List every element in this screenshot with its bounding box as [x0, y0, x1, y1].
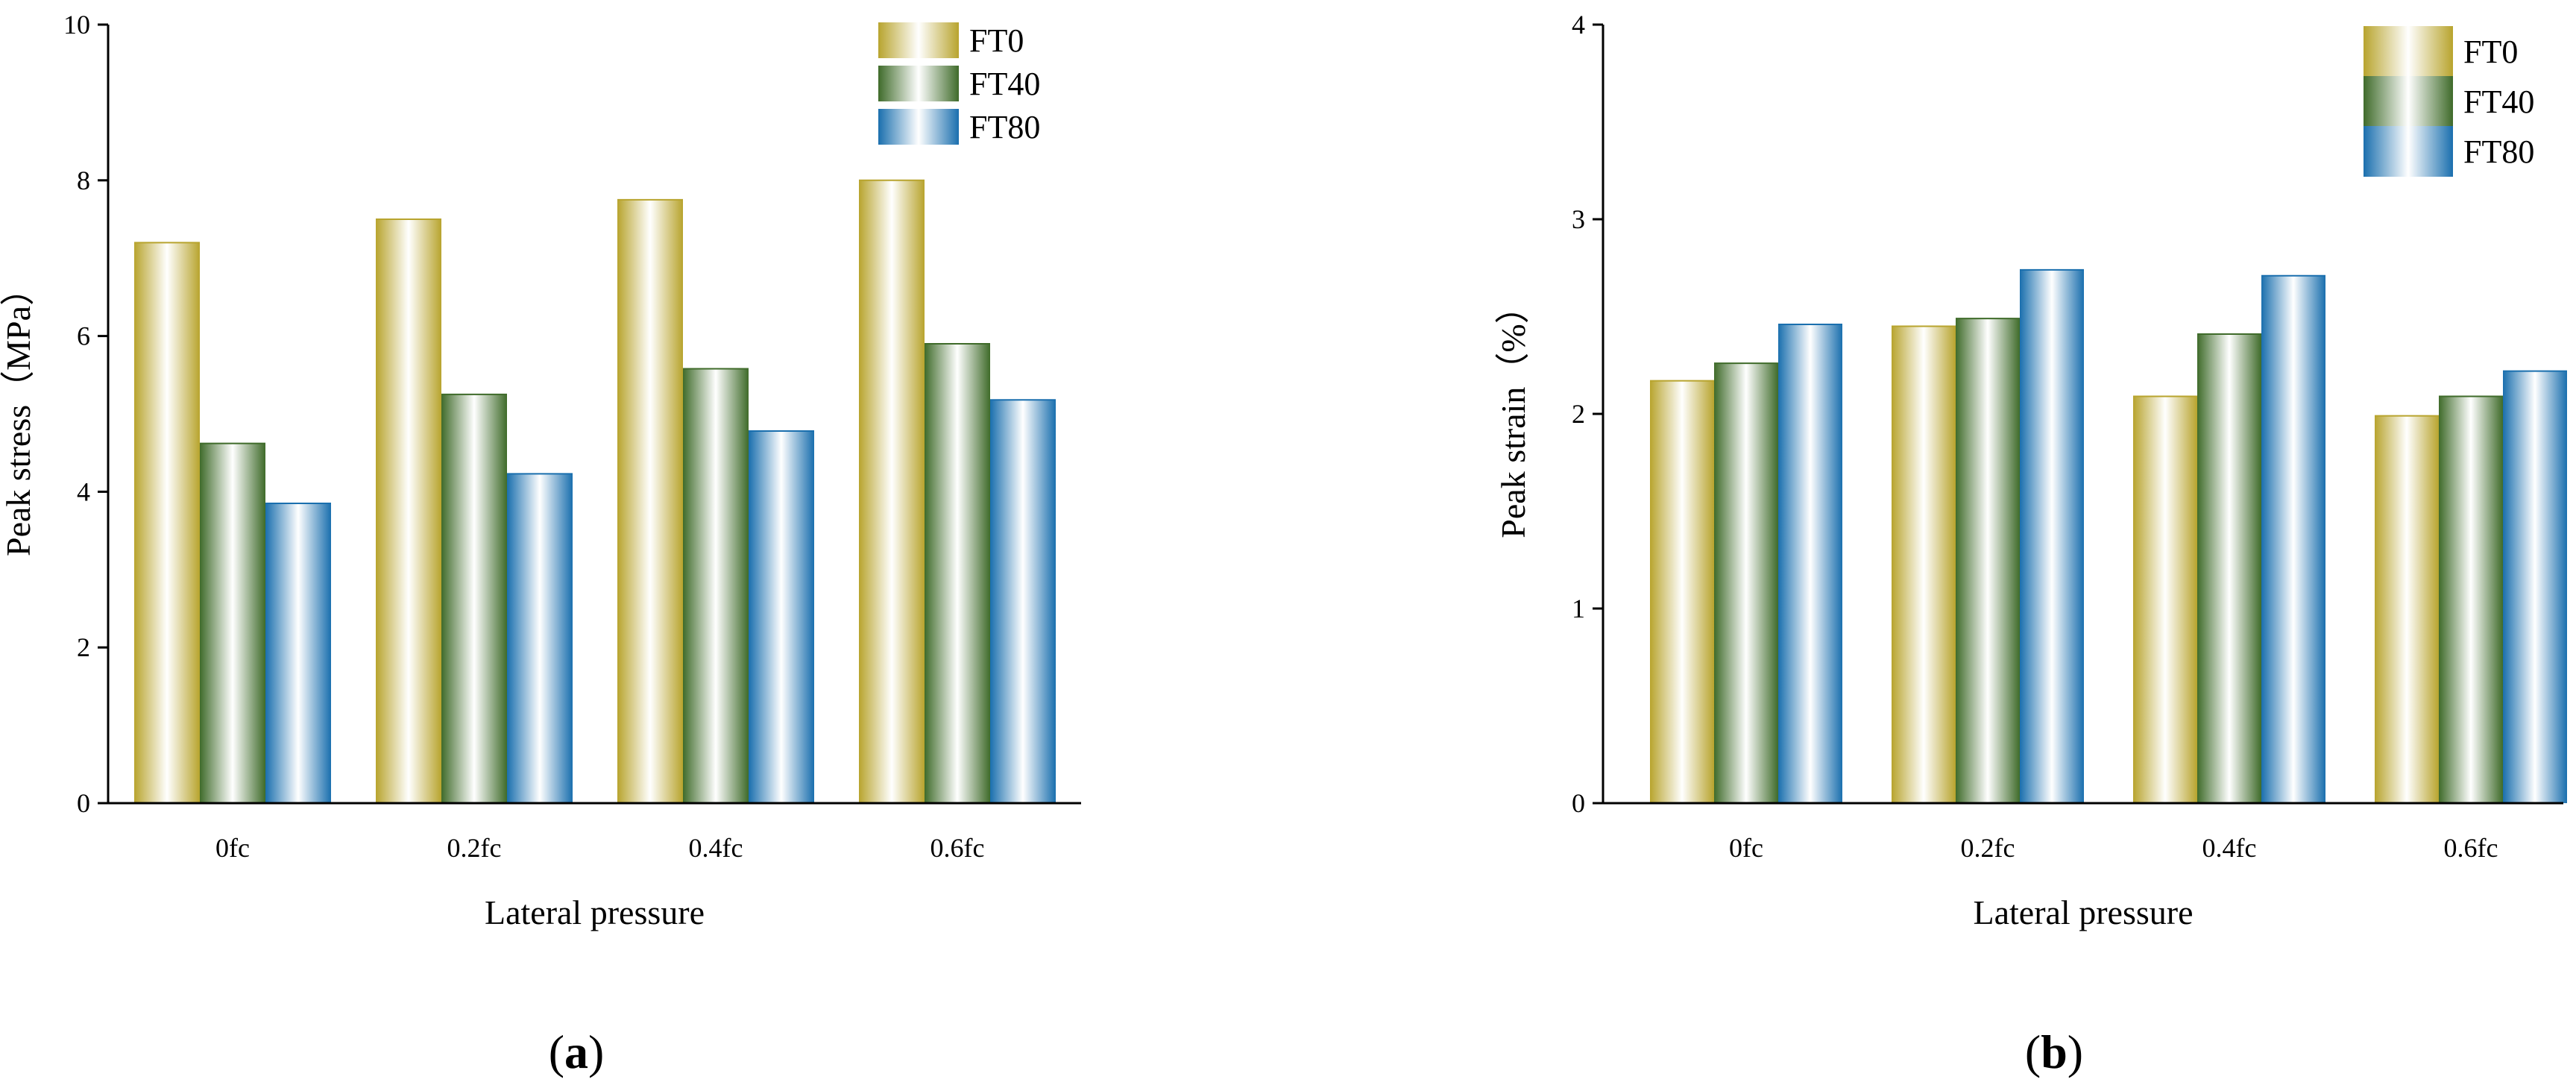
bar-ft0-0-4fc: [617, 199, 683, 803]
bar-ft80-0-4fc: [2261, 275, 2325, 803]
legend-swatch-ft80: [878, 109, 959, 145]
bar-ft40-0fc: [200, 443, 265, 803]
bar-ft0-0-6fc: [859, 180, 925, 804]
y-axis-label: Peak stress（MPa）: [0, 271, 37, 556]
y-tick-label-3: 3: [1572, 204, 1585, 234]
bar-ft0-0fc: [1650, 380, 1714, 803]
bar-ft0-0-6fc: [2375, 415, 2439, 803]
legend-label-ft0: FT0: [2463, 34, 2518, 70]
y-tick-label-0: 0: [77, 788, 90, 818]
bar-ft40-0fc: [1714, 363, 1778, 803]
y-tick-label-2: 2: [1572, 399, 1585, 429]
bar-ft40-0-2fc: [1956, 318, 2020, 803]
x-tick-label-0fc: 0fc: [1729, 833, 1763, 863]
bar-ft40-0-6fc: [925, 344, 990, 803]
bar-ft80-0-4fc: [749, 430, 814, 803]
y-tick-label-2: 2: [77, 632, 90, 662]
panel-label-b: (b): [2025, 1025, 2083, 1078]
x-axis-label: Lateral pressure: [485, 893, 705, 931]
bar-ft80-0fc: [265, 503, 331, 803]
y-tick-label-10: 10: [63, 10, 90, 40]
x-tick-label-0-4fc: 0.4fc: [2202, 833, 2257, 863]
bar-ft40-0-4fc: [683, 368, 749, 803]
legend-swatch-ft80: [2364, 126, 2453, 177]
legend-swatch-ft0: [878, 22, 959, 58]
legend-label-ft80: FT80: [2463, 133, 2534, 170]
legend: FT0 FT40 FT80: [2364, 26, 2534, 177]
y-tick-label-4: 4: [77, 477, 90, 506]
bar-ft40-0-6fc: [2439, 396, 2503, 803]
panel-label-a: (a): [549, 1025, 605, 1078]
chart-peak-stress: 0fc 0.2fc 0.4fc 0.6fc 0 2 4 6 8 10 Lateral pressur…: [0, 10, 1081, 931]
x-tick-label-0-6fc: 0.6fc: [2444, 833, 2498, 863]
legend-label-ft40: FT40: [969, 66, 1040, 102]
legend-swatch-ft40: [2364, 76, 2453, 127]
legend-swatch-ft0: [2364, 26, 2453, 77]
y-tick-label-0: 0: [1572, 788, 1585, 818]
x-tick-label-0-6fc: 0.6fc: [930, 833, 985, 863]
y-tick-label-8: 8: [77, 166, 90, 195]
bar-ft80-0-6fc: [2503, 371, 2567, 804]
legend-label-ft0: FT0: [969, 22, 1024, 59]
x-axis-label: Lateral pressure: [1973, 893, 2193, 931]
legend: FT0 FT40 FT80: [878, 22, 1040, 145]
bar-ft40-0-4fc: [2197, 333, 2261, 803]
bar-ft0-0-4fc: [2133, 396, 2197, 803]
bar-ft80-0-2fc: [2020, 269, 2084, 803]
bar-ft40-0-2fc: [441, 394, 507, 803]
legend-label-ft40: FT40: [2463, 84, 2534, 120]
y-axis-label: Peak strain（%）: [1494, 289, 1532, 538]
bar-ft0-0fc: [134, 242, 200, 803]
x-tick-label-0-4fc: 0.4fc: [689, 833, 743, 863]
legend-swatch-ft40: [878, 66, 959, 101]
x-tick-label-0-2fc: 0.2fc: [1961, 833, 2015, 863]
x-tick-label-0fc: 0fc: [215, 833, 250, 863]
bar-ft0-0-2fc: [376, 219, 441, 803]
y-tick-label-6: 6: [77, 321, 90, 351]
bar-ft0-0-2fc: [1892, 326, 1956, 803]
x-tick-label-0-2fc: 0.2fc: [447, 833, 502, 863]
bar-ft80-0fc: [1778, 324, 1842, 803]
y-tick-label-4: 4: [1572, 10, 1585, 40]
chart-peak-strain: 0fc 0.2fc 0.4fc 0.6fc 0 1 2 3 4 Lateral pressure P…: [1494, 10, 2567, 931]
bar-ft80-0-6fc: [990, 400, 1056, 803]
bar-ft80-0-2fc: [507, 474, 573, 803]
legend-label-ft80: FT80: [969, 109, 1040, 145]
y-tick-label-1: 1: [1572, 594, 1585, 623]
